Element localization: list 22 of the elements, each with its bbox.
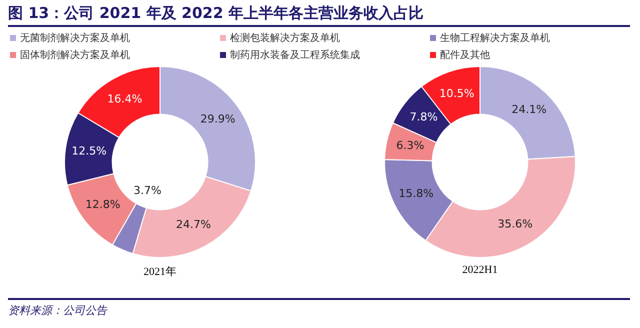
legend-label: 配件及其他 bbox=[440, 48, 490, 62]
text: 2022H1 bbox=[462, 264, 498, 276]
data-label: 12.5% bbox=[72, 144, 107, 158]
data-label: 24.1% bbox=[512, 102, 547, 116]
data-label: 6.3% bbox=[396, 138, 424, 152]
data-label: 29.9% bbox=[200, 112, 236, 126]
legend-label: 生物工程解决方案及单机 bbox=[440, 32, 550, 45]
legend-label: 固体制剂解决方案及单机 bbox=[20, 48, 130, 62]
legend-label: 无菌制剂解决方案及单机 bbox=[20, 32, 130, 45]
data-label: 35.6% bbox=[498, 217, 533, 230]
text: 2021年 bbox=[144, 265, 176, 279]
text: 资料来源：公司公告 bbox=[8, 303, 108, 318]
data-label: 16.4% bbox=[107, 92, 142, 106]
data-label: 24.7% bbox=[176, 218, 211, 232]
legend-label: 检测包装解决方案及单机 bbox=[230, 32, 340, 45]
data-label: 10.5% bbox=[439, 87, 474, 100]
data-label: 15.8% bbox=[398, 187, 434, 200]
data-label: 7.8% bbox=[410, 110, 438, 124]
legend-label: 制药用水装备及工程系统集成 bbox=[230, 48, 360, 62]
data-label: 3.7% bbox=[134, 184, 162, 198]
data-label: 12.8% bbox=[85, 198, 120, 212]
chart-title: 图 13：公司 2021 年及 2022 年上半年各主营业务收入占比 bbox=[8, 4, 630, 27]
